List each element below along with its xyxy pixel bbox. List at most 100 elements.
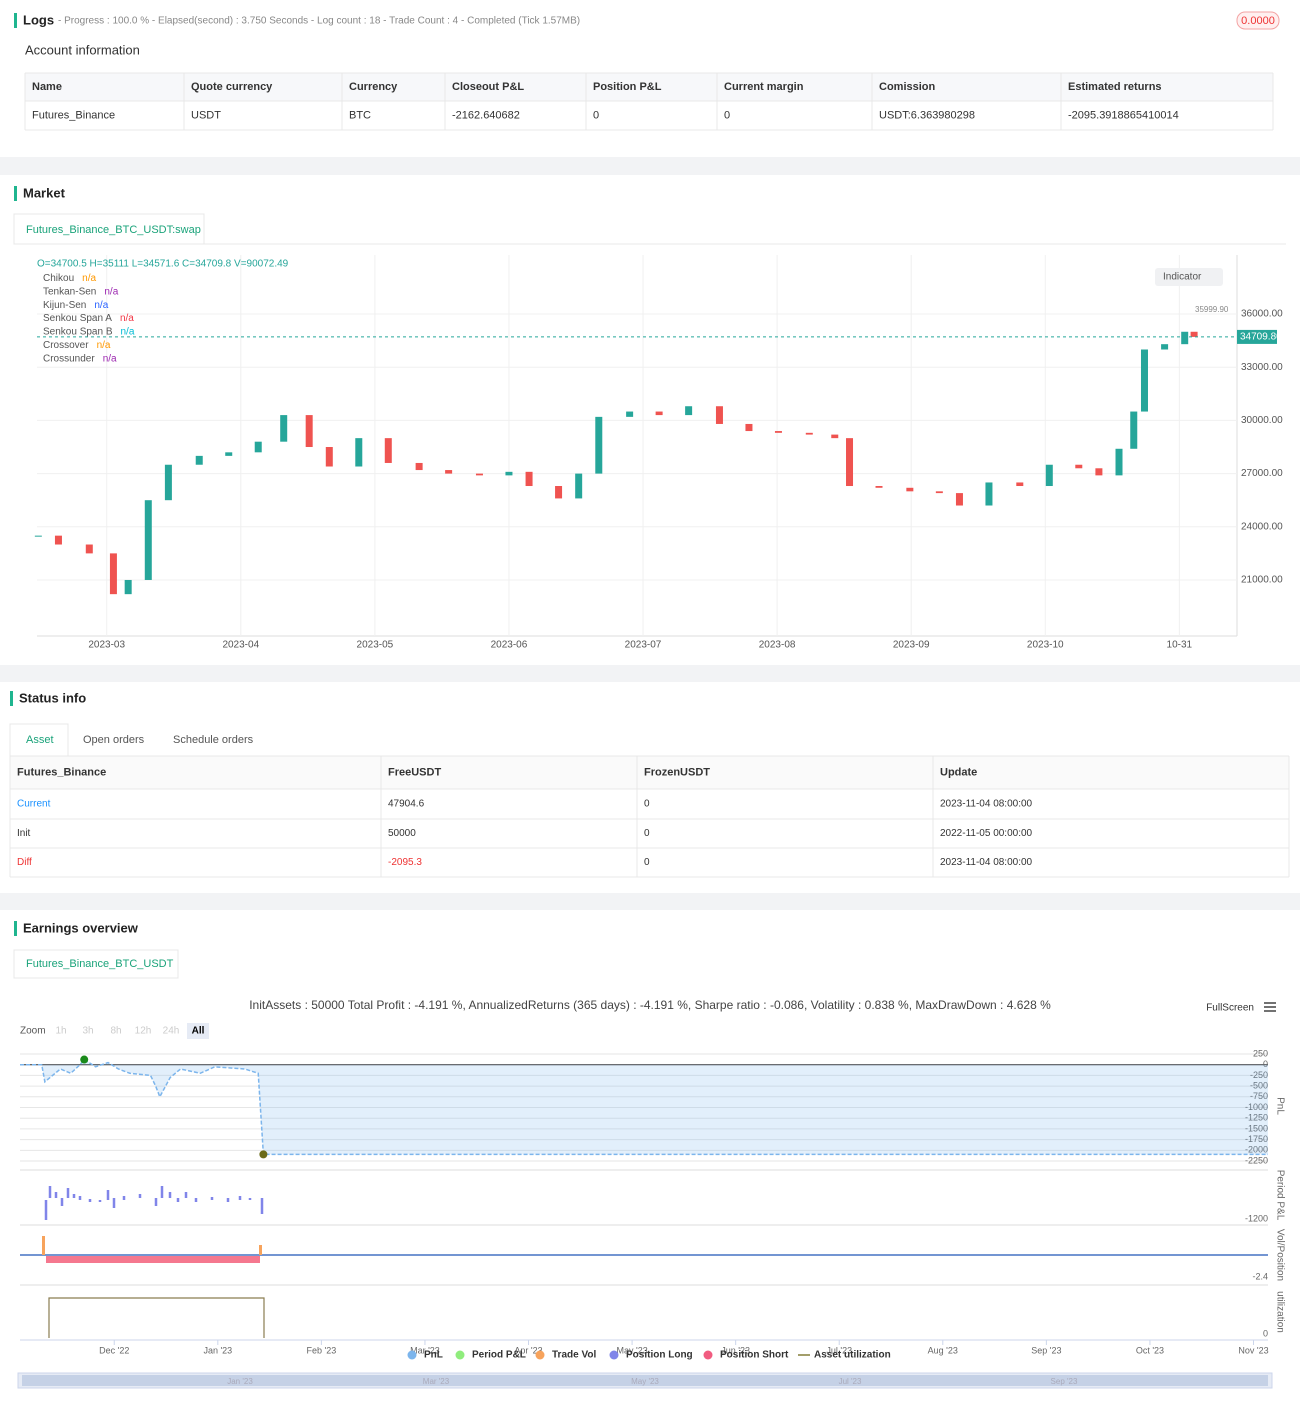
x-tick-label: Feb '23 xyxy=(307,1345,337,1355)
legend-symbol xyxy=(455,1350,465,1360)
table-header: Currency xyxy=(349,81,398,93)
table-cell: -2095.3 xyxy=(388,857,422,868)
zoom-button[interactable]: 3h xyxy=(82,1026,93,1037)
candle xyxy=(1181,331,1189,345)
zoom-button[interactable]: 1h xyxy=(55,1026,66,1037)
progress: - Progress : 100.0 % - Elapsed(second) :… xyxy=(58,16,580,27)
ohlc: O=34700.5 H=35111 L=34571.6 C=34709.8 V=… xyxy=(37,259,289,270)
candle xyxy=(1130,411,1138,449)
candle xyxy=(505,471,513,476)
x-tick-label: May '23 xyxy=(616,1345,647,1355)
indicator-value: n/a xyxy=(103,353,117,364)
tab-label[interactable]: Open orders xyxy=(83,734,145,746)
legend-label[interactable]: PnL xyxy=(424,1350,443,1361)
x-tick-label: 2023-06 xyxy=(491,640,528,651)
zoom-button[interactable]: All xyxy=(192,1026,205,1037)
legend-label[interactable]: Asset utilization xyxy=(814,1350,891,1361)
y-tick-label: 30000.00 xyxy=(1241,415,1283,426)
indicator-name: Tenkan-Sen xyxy=(43,286,96,297)
zoom-button[interactable]: 8h xyxy=(110,1026,121,1037)
navigator-label: May '23 xyxy=(631,1377,659,1386)
navigator-label: Jul '23 xyxy=(839,1377,862,1386)
candle xyxy=(144,500,152,580)
indicator-legend: Chikou n/a xyxy=(43,273,96,284)
table-cell: 0 xyxy=(593,109,599,121)
candle xyxy=(685,406,693,416)
table-cell: -2162.640682 xyxy=(452,109,520,121)
x-tick-label: Jan '23 xyxy=(203,1345,232,1355)
tab-label[interactable]: Futures_Binance_BTC_USDT:swap xyxy=(26,224,201,236)
fullscreen[interactable]: FullScreen xyxy=(1206,1003,1254,1014)
legend-label[interactable]: Period P&L xyxy=(472,1350,526,1361)
table-cell: Current xyxy=(17,799,51,810)
candle xyxy=(1115,448,1123,476)
y-tick-label: 0 xyxy=(1263,1059,1268,1069)
indicator-name: Chikou xyxy=(43,273,74,284)
tab-label[interactable]: Futures_Binance_BTC_USDT xyxy=(26,958,174,970)
candle xyxy=(475,473,483,476)
pnl-line xyxy=(20,1058,1268,1156)
candle xyxy=(1161,344,1169,350)
tab[interactable] xyxy=(13,213,205,245)
axis-title: Vol/Position xyxy=(1274,1229,1285,1281)
table-cell: -2095.3918865410014 xyxy=(1068,109,1179,121)
x-tick-label: 2023-04 xyxy=(222,640,259,651)
y-tick-label: -2250 xyxy=(1245,1155,1268,1165)
legend-symbol xyxy=(535,1350,545,1360)
table-header: FreeUSDT xyxy=(388,766,441,778)
navigator-range[interactable] xyxy=(22,1375,1268,1386)
table-cell: USDT xyxy=(191,109,221,121)
axis-title: Period P&L xyxy=(1274,1170,1285,1221)
table-header-bg xyxy=(25,73,1273,101)
legend-label[interactable]: Trade Vol xyxy=(552,1350,596,1361)
candle xyxy=(195,455,203,465)
table-cell: 0 xyxy=(644,857,650,868)
legend-label[interactable]: Position Short xyxy=(720,1350,789,1361)
indicator-button[interactable] xyxy=(1155,268,1223,286)
candle xyxy=(254,441,262,453)
table-cell: 2023-11-04 08:00:00 xyxy=(940,857,1033,868)
table-cell: Futures_Binance xyxy=(32,109,115,121)
indicator-name: Crossunder xyxy=(43,353,95,364)
candle xyxy=(1045,464,1053,487)
indicator-name: Crossover xyxy=(43,340,89,351)
badge xyxy=(1236,11,1280,30)
pnl-area xyxy=(20,1059,1268,1155)
table-cell: 47904.6 xyxy=(388,799,425,810)
menu-icon[interactable] xyxy=(1264,1002,1276,1012)
tab-label[interactable]: Asset xyxy=(26,734,54,746)
period-pnl-bars xyxy=(44,1186,264,1220)
y-tick-label: 24000.00 xyxy=(1241,521,1283,532)
table-header: Quote currency xyxy=(191,81,273,93)
zoom-active[interactable] xyxy=(187,1023,209,1039)
indicator-value: n/a xyxy=(121,326,135,337)
indicator-legend: Kijun-Sen n/a xyxy=(43,299,109,310)
table-header: Current margin xyxy=(724,81,804,93)
indicator-name: Senkou Span A xyxy=(43,313,112,324)
tab[interactable] xyxy=(9,723,69,757)
indicator-button-label[interactable]: Indicator xyxy=(1163,272,1202,283)
table-cell: Init xyxy=(17,828,31,839)
tab-label[interactable]: Schedule orders xyxy=(173,734,254,746)
x-tick-label: 2023-09 xyxy=(893,640,930,651)
zoom-button[interactable]: 12h xyxy=(135,1026,152,1037)
legend-label[interactable]: Position Long xyxy=(626,1350,693,1361)
section-title: Logs xyxy=(23,12,54,27)
x-tick-label: Apr '23 xyxy=(514,1345,542,1355)
tab[interactable] xyxy=(13,949,179,979)
table-cell: 0 xyxy=(644,828,650,839)
y-tick-label: -1250 xyxy=(1245,1113,1268,1123)
candle xyxy=(355,438,363,467)
zoom-button[interactable]: 24h xyxy=(163,1026,180,1037)
y-tick-label: -500 xyxy=(1250,1080,1268,1090)
candle xyxy=(384,438,392,463)
y-tick-label: 250 xyxy=(1253,1048,1268,1058)
candle xyxy=(955,493,963,506)
axis-title: PnL xyxy=(1274,1097,1285,1115)
table-header: Position P&L xyxy=(593,81,662,93)
x-tick-label: Nov '23 xyxy=(1238,1345,1268,1355)
trade-vol-bar xyxy=(259,1245,262,1255)
x-tick-label: 2023-05 xyxy=(357,640,394,651)
table-header: Futures_Binance xyxy=(17,766,106,778)
section-gap xyxy=(0,157,1300,175)
